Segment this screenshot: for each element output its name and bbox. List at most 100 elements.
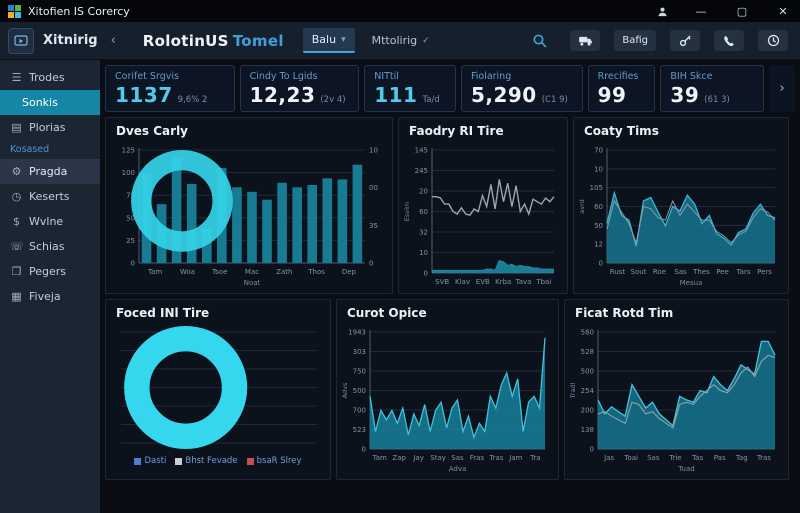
user-icon[interactable]	[647, 2, 677, 21]
wrench-icon: ⚙	[11, 165, 22, 178]
sidebar-item-fiveja[interactable]: ▦ Fiveja	[0, 284, 100, 309]
page-title-main: RolotinUS	[142, 31, 229, 50]
kpi-label: Rrecifies	[597, 71, 639, 82]
key-button[interactable]	[670, 30, 700, 51]
svg-text:303: 303	[353, 348, 366, 356]
menu-icon: ☰	[11, 71, 22, 84]
svg-text:Thos: Thos	[307, 268, 325, 276]
bafig-button[interactable]: Bafig	[614, 30, 656, 51]
donut-chart[interactable]	[109, 325, 327, 451]
chart-title: Coaty Tims	[584, 124, 659, 138]
chart-title: Ficat Rotd Tim	[575, 306, 674, 320]
svg-text:EVB: EVB	[476, 278, 490, 286]
svg-text:Pee: Pee	[716, 268, 729, 276]
kpi-card-rrecifies[interactable]: Rrecifies 99	[587, 65, 656, 112]
legend-item[interactable]: Bhst Fevade	[175, 456, 238, 466]
svg-text:0: 0	[424, 270, 428, 278]
kpi-card-fiolaring[interactable]: Fiolaring 5,290 (C1 9)	[460, 65, 583, 112]
svg-text:Mesua: Mesua	[680, 279, 703, 287]
sidebar-item-sonkis[interactable]: Sonkis	[0, 90, 100, 115]
legend-label: Dasti	[144, 456, 167, 466]
sidebar-item-wvlne[interactable]: $ Wvlne	[0, 209, 100, 234]
maximize-button[interactable]: ▢	[736, 4, 748, 18]
close-button[interactable]: ✕	[778, 4, 788, 18]
svg-text:500: 500	[581, 368, 594, 376]
vehicle-button[interactable]	[570, 30, 601, 51]
tab-balu[interactable]: Balu ▾	[302, 28, 355, 53]
svg-text:25: 25	[126, 237, 135, 245]
svg-text:60: 60	[419, 208, 428, 216]
svg-text:0: 0	[599, 260, 603, 268]
bar-chart[interactable]: 125 100 75 50 25 0 10 00 35 0 Tam Woa Tsoe Mac Zath Tho…	[109, 143, 389, 289]
book-icon: ▤	[11, 121, 22, 134]
kpi-value: 111	[374, 83, 418, 107]
pages-icon: ❒	[11, 265, 22, 278]
area-chart[interactable]: 1943 303 750 500 700 523 0 Tam Zap Jay Stay Sas Fras…	[340, 325, 555, 475]
svg-text:10: 10	[419, 249, 428, 257]
svg-text:Zap: Zap	[392, 454, 406, 462]
svg-text:Fras: Fras	[470, 454, 485, 462]
area-chart[interactable]: 560 528 500 254 200 138 0 Jas Toai Sas Trie Tas Pas T…	[568, 325, 785, 475]
chart-panel-dves-carly: Dves Carly 125 100 75 50 25 0 10 00 35 0 Tam Woa Tso…	[105, 117, 393, 294]
chart-panel-faodry-ri-tire: Faodry RI Tire 145 245 20 60 32 10 0 SVB Klav EVB…	[398, 117, 568, 294]
svg-text:Tras: Tras	[488, 454, 503, 462]
svg-text:10: 10	[369, 147, 378, 155]
collapse-sidebar-icon[interactable]: ‹	[110, 33, 116, 48]
sidebar-item-schias[interactable]: ☏ Schias	[0, 234, 100, 259]
svg-text:Advs: Advs	[341, 382, 349, 398]
phone-icon: ☏	[10, 240, 24, 253]
svg-text:500: 500	[353, 387, 366, 395]
chart-panel-coaty-tims: Coaty Tims 70 10 105 60 50 12 0 Rust Sout Roe Sas T…	[573, 117, 789, 294]
svg-text:Tam: Tam	[372, 454, 387, 462]
minimize-button[interactable]: —	[695, 4, 707, 18]
sidebar-item-label: Pragda	[29, 165, 68, 178]
history-clock-button[interactable]	[758, 30, 788, 51]
chart-row-2: Foced INl Tire Dasti Bhst Fevade bsaR Slre…	[105, 299, 795, 480]
svg-text:Tsoe: Tsoe	[211, 268, 227, 276]
svg-text:Sas: Sas	[674, 268, 687, 276]
kpi-value: 12,23	[249, 83, 316, 107]
legend-item[interactable]: bsaR Slrey	[246, 456, 302, 466]
tab-label: Mttolirig	[371, 34, 418, 47]
phone-button[interactable]	[714, 30, 744, 51]
area-chart[interactable]: 70 10 105 60 50 12 0 Rust Sout Roe Sas Thes Pee Tars P…	[577, 143, 785, 289]
svg-text:Tars: Tars	[736, 268, 751, 276]
chart-title: Foced INl Tire	[116, 306, 210, 320]
app-name: Xitnirig	[43, 33, 98, 48]
legend-item[interactable]: Dasti	[134, 456, 166, 466]
chart-row-1: Dves Carly 125 100 75 50 25 0 10 00 35 0 Tam Woa Tso…	[105, 117, 795, 294]
line-chart[interactable]: 145 245 20 60 32 10 0 SVB Klav EVB Krba Tava Tbai Esv…	[402, 143, 564, 289]
sidebar-item-plorias[interactable]: ▤ Plorias	[0, 115, 100, 140]
sidebar-item-pegers[interactable]: ❒ Pegers	[0, 259, 100, 284]
app-icon[interactable]	[8, 27, 34, 54]
svg-text:Noat: Noat	[244, 279, 261, 287]
sidebar-item-label: Sonkis	[22, 96, 58, 109]
svg-text:700: 700	[353, 407, 366, 415]
sidebar-item-trodes[interactable]: ☰ Trodes	[0, 65, 100, 90]
donut-legend: Dasti Bhst Fevade bsaR Slrey	[106, 451, 330, 471]
kpi-scroll-right-button[interactable]: ›	[769, 65, 795, 112]
svg-text:70: 70	[594, 147, 603, 155]
tab-mttolirig[interactable]: Mttolirig ✓	[363, 28, 439, 53]
sidebar-item-pragda[interactable]: ⚙ Pragda	[0, 159, 100, 184]
svg-text:100: 100	[122, 169, 135, 177]
kpi-sub: 9,6% 2	[177, 95, 208, 105]
legend-swatch	[134, 457, 142, 465]
svg-text:145: 145	[415, 147, 428, 155]
svg-text:Tra: Tra	[529, 454, 540, 462]
svg-text:Sas: Sas	[647, 454, 660, 462]
kpi-card-corifet-srgvis[interactable]: Corifet Srgvis 1137 9,6% 2	[105, 65, 235, 112]
sidebar-item-label: Keserts	[29, 190, 70, 203]
search-icon[interactable]	[532, 33, 548, 49]
sidebar-item-keserts[interactable]: ◷ Keserts	[0, 184, 100, 209]
kpi-card-cindy-to-lgids[interactable]: Cindy To Lgids 12,23 (2v 4)	[239, 65, 360, 112]
legend-swatch	[175, 457, 183, 465]
app-header: Xitnirig ‹ RolotinUS Tomel Balu ▾ Mttolir…	[0, 22, 800, 60]
svg-text:1943: 1943	[348, 329, 366, 337]
svg-text:Jam: Jam	[508, 454, 522, 462]
svg-text:Esvim: Esvim	[403, 202, 411, 221]
kpi-card-nittil[interactable]: NITtil 111 Ta/d	[364, 65, 456, 112]
svg-text:Pas: Pas	[714, 454, 726, 462]
legend-label: Bhst Fevade	[185, 456, 238, 466]
kpi-card-bih-skce[interactable]: BIH Skce 39 (61 3)	[660, 65, 765, 112]
